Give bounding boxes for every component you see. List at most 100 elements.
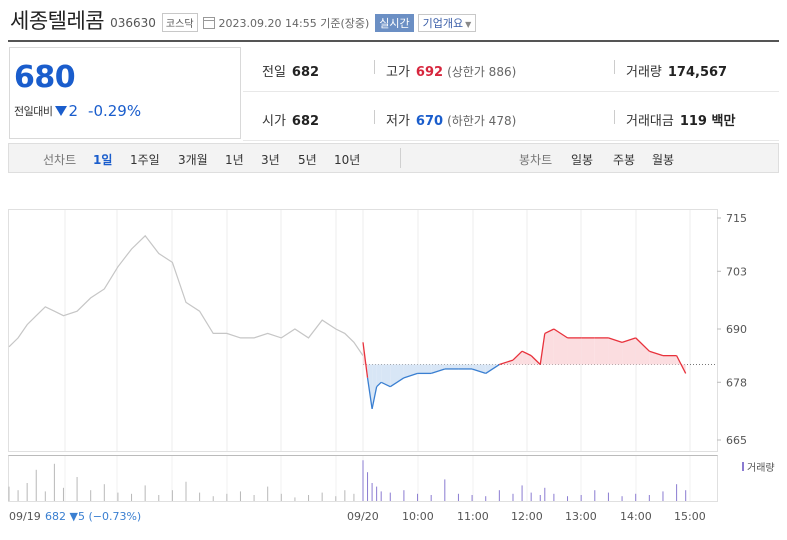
- up-area-fill: [512, 351, 523, 365]
- prev-day-label: 09/19: [9, 510, 41, 523]
- tab-1day[interactable]: 1일: [93, 153, 113, 167]
- stat-value: 670: [415, 114, 444, 129]
- upper-limit: (상한가 886): [447, 65, 517, 79]
- y-tick-label: 678: [726, 376, 747, 389]
- up-area-fill: [581, 337, 595, 365]
- today-price-segment: [430, 368, 446, 375]
- chevron-down-icon: ▼: [465, 19, 472, 29]
- stock-header: 세종텔레콤 036630 코스닥 2023.09.20 14:55 기준(장중)…: [10, 4, 477, 36]
- tab-divider: [400, 148, 401, 168]
- up-area-fill: [635, 337, 650, 365]
- stock-name[interactable]: 세종텔레콤: [10, 9, 105, 33]
- tab-weekly-candle[interactable]: 주봉: [613, 153, 636, 167]
- today-price-segment: [512, 350, 523, 361]
- x-tick-label: 15:00: [674, 510, 706, 523]
- y-tick-label: 665: [726, 434, 747, 447]
- x-tick-label: 14:00: [620, 510, 652, 523]
- down-area-fill: [372, 364, 377, 409]
- today-price-segment: [380, 381, 391, 388]
- price-change: 2: [68, 102, 79, 120]
- realtime-button[interactable]: 실시간: [375, 13, 414, 32]
- volume-legend-swatch: [742, 462, 744, 471]
- y-tick-label: 715: [726, 212, 747, 225]
- tab-monthly-candle[interactable]: 월봉: [652, 153, 675, 167]
- up-area-fill: [544, 329, 554, 365]
- tab-3year[interactable]: 3년: [261, 153, 280, 167]
- volume-chart-frame: [8, 455, 718, 502]
- today-price-segment: [371, 386, 378, 410]
- stat-label: 시가: [262, 114, 286, 129]
- down-area-fill: [376, 364, 382, 387]
- down-area-fill: [381, 364, 391, 387]
- today-price-segment: [621, 337, 636, 343]
- today-price-segment: [362, 342, 369, 378]
- current-price: 680: [14, 60, 76, 95]
- today-price-segment: [553, 328, 568, 339]
- change-label: 전일대비: [14, 105, 53, 118]
- up-area-fill: [522, 351, 532, 365]
- today-price-segment: [521, 350, 532, 357]
- stat-high: 고가 692 (상한가 886): [386, 61, 516, 80]
- today-price-segment: [366, 377, 373, 410]
- stat-prev-close: 전일 682: [262, 61, 319, 80]
- down-area-fill: [458, 364, 473, 369]
- today-price-segment: [403, 372, 418, 379]
- today-price-segment: [389, 377, 405, 388]
- stat-label: 저가: [386, 114, 410, 129]
- stat-low: 저가 670 (하한가 478): [386, 110, 516, 129]
- price-chart-frame: [8, 209, 718, 452]
- today-price-segment: [485, 363, 500, 374]
- down-triangle-icon: [55, 106, 68, 116]
- x-tick-label: 10:00: [402, 510, 434, 523]
- today-price-segment: [499, 359, 514, 366]
- row-divider: [243, 140, 779, 141]
- stat-label: 전일: [262, 65, 286, 80]
- stat-volume: 거래량 174,567: [626, 61, 727, 80]
- tab-5year[interactable]: 5년: [298, 153, 317, 167]
- tab-3month[interactable]: 3개월: [178, 153, 208, 167]
- stat-value: 682: [291, 114, 320, 129]
- quote-datetime: 2023.09.20 14:55 기준(장중): [218, 16, 370, 30]
- up-area-fill: [662, 355, 677, 365]
- stat-label: 거래대금: [626, 114, 674, 129]
- today-price-segment: [539, 333, 546, 365]
- company-info-dropdown[interactable]: 기업개요 ▼: [417, 13, 477, 32]
- tab-1year[interactable]: 1년: [225, 153, 244, 167]
- line-chart-label: 선차트: [43, 153, 77, 167]
- tab-1week[interactable]: 1주일: [130, 153, 160, 167]
- divider: [374, 110, 375, 124]
- down-area-fill: [444, 364, 459, 369]
- stat-open: 시가 682: [262, 110, 319, 129]
- down-area-fill: [472, 364, 486, 374]
- row-divider: [243, 91, 779, 92]
- today-price-segment: [635, 337, 650, 352]
- header-divider: [8, 40, 779, 42]
- tab-daily-candle[interactable]: 일봉: [571, 153, 594, 167]
- prev-day-summary: 682 ▼5 (−0.73%): [45, 510, 141, 523]
- x-tick-label: 11:00: [457, 510, 489, 523]
- today-price-segment: [676, 355, 687, 374]
- current-price-box: 680 전일대비 2 -0.29%: [9, 47, 241, 139]
- today-price-segment: [544, 328, 555, 335]
- up-area-fill: [649, 351, 663, 365]
- up-area-fill: [608, 337, 623, 365]
- chart-period-tabs: 선차트 1일 1주일 3개월 1년 3년 5년 10년 봉차트 일봉 주봉 월봉: [8, 143, 779, 173]
- stat-label: 거래량: [626, 65, 662, 80]
- x-tick-label: 12:00: [511, 510, 543, 523]
- tab-10year[interactable]: 10년: [334, 153, 361, 167]
- x-tick-label: 09/20: [347, 510, 379, 523]
- up-area-fill: [567, 337, 582, 365]
- volume-legend-label: 거래량: [747, 462, 775, 474]
- candle-chart-label: 봉차트: [519, 153, 553, 167]
- company-info-label: 기업개요: [422, 16, 464, 30]
- stat-amount: 거래대금 119 백만: [626, 110, 735, 129]
- divider: [374, 60, 375, 74]
- market-badge: 코스닥: [161, 13, 198, 32]
- down-area-fill: [390, 364, 404, 387]
- x-tick-label: 13:00: [565, 510, 597, 523]
- y-tick-label: 690: [726, 323, 747, 336]
- today-price-segment: [530, 355, 541, 365]
- calendar-icon: [202, 16, 215, 29]
- up-area-fill: [553, 329, 568, 365]
